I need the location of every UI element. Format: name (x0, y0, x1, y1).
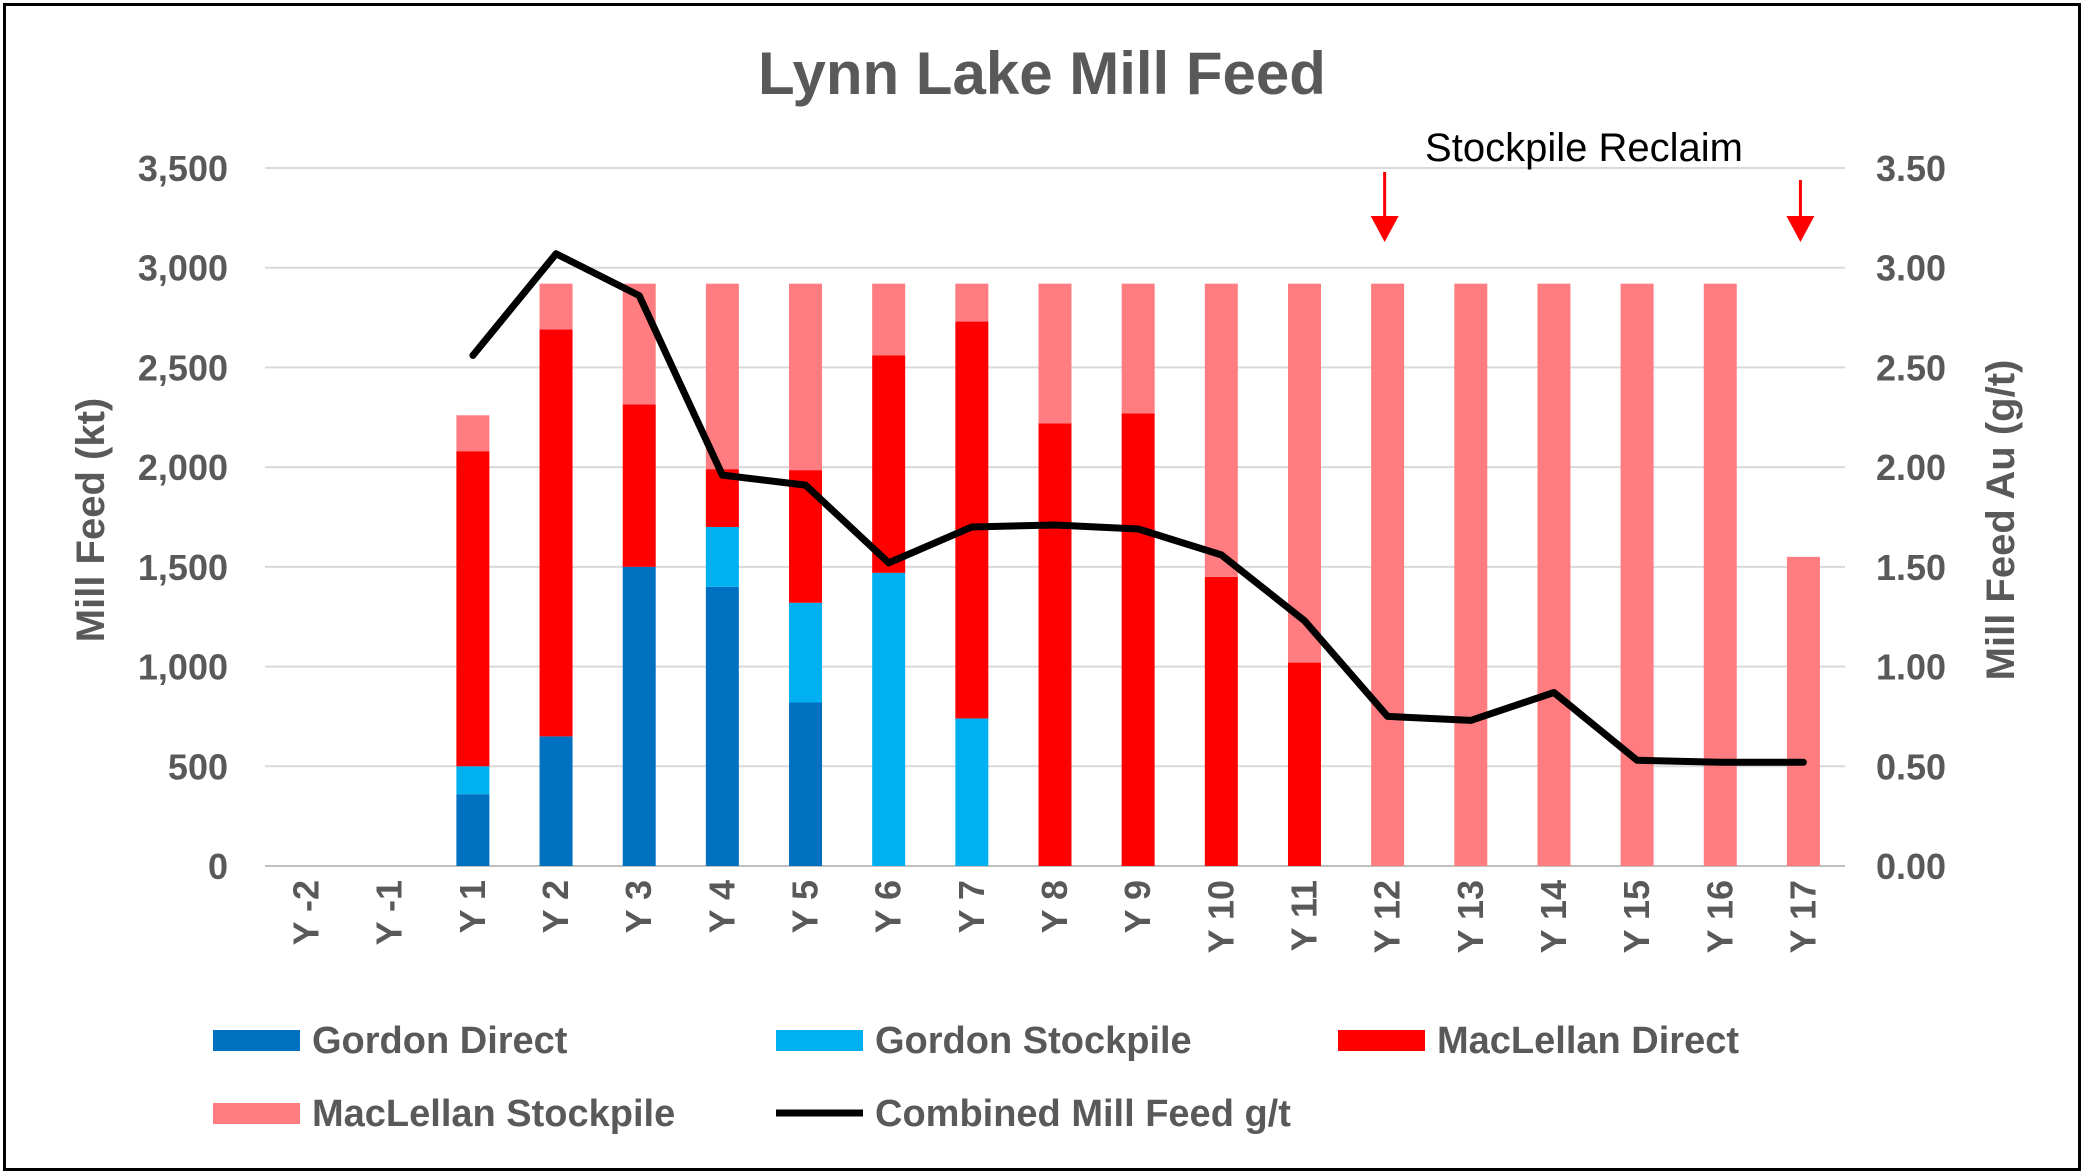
legend-label: MacLellan Stockpile (312, 1093, 675, 1135)
bar-segment (539, 283, 573, 330)
bar-segment (1786, 556, 1820, 866)
bar-segment (1703, 283, 1737, 866)
x-tick-label: Y -2 (286, 880, 327, 945)
bar-segment (1038, 423, 1072, 866)
x-tick-label: Y 1 (452, 880, 493, 933)
y-axis-label: Mill Feed (kt) (69, 398, 113, 642)
legend-swatch (213, 1030, 300, 1051)
y2-tick-label: 2.50 (1876, 347, 1946, 388)
x-tick-label: Y 12 (1367, 880, 1408, 953)
axes: 0 500 1,000 1,500 2,000 2,500 3,000 3,500 0.00 0.… (138, 148, 1946, 953)
bar-segment (789, 702, 823, 866)
legend: Gordon Direct Gordon Stockpile MacLellan D… (213, 1020, 1739, 1135)
x-tick-label: Y 13 (1450, 880, 1491, 953)
bar-segment (705, 526, 739, 587)
bar-segment (1204, 576, 1238, 866)
x-tick-label: Y 10 (1200, 880, 1241, 953)
bar-segment (872, 283, 906, 356)
y2-tick-label: 3.50 (1876, 148, 1946, 189)
legend-label: MacLellan Direct (1437, 1020, 1739, 1062)
y-tick-label: 1,000 (138, 647, 228, 688)
bar-segment (955, 321, 989, 719)
bar-segment (789, 602, 823, 703)
bar-segment (456, 766, 490, 795)
chart-title: Lynn Lake Mill Feed (758, 40, 1326, 107)
line-series (469, 250, 1807, 766)
bar-segment (705, 283, 739, 470)
bar-segment (789, 283, 823, 471)
x-tick-label: Y 11 (1283, 880, 1324, 951)
y-tick-label: 2,000 (138, 447, 228, 488)
y-tick-label: 3,000 (138, 248, 228, 289)
bar-segment (872, 355, 906, 573)
bar-segment (955, 283, 989, 322)
bar-segment (539, 736, 573, 866)
x-tick-label: Y 3 (618, 880, 659, 933)
x-tick-label: Y 9 (1117, 880, 1158, 933)
bar-segment (1121, 283, 1155, 414)
bar-segment (1620, 283, 1654, 866)
bar-segment (456, 794, 490, 866)
x-tick-label: Y 7 (951, 880, 992, 933)
legend-label: Combined Mill Feed g/t (875, 1093, 1291, 1135)
annotation-label: Stockpile Reclaim (1425, 126, 1743, 170)
y-tick-label: 3,500 (138, 148, 228, 189)
bar-segment (789, 470, 823, 603)
x-tick-label: Y 17 (1782, 880, 1823, 953)
x-tick-label: Y 16 (1699, 880, 1740, 953)
legend-label: Gordon Stockpile (875, 1020, 1192, 1062)
bar-segment (955, 718, 989, 866)
x-tick-label: Y 2 (535, 880, 576, 933)
y-tick-label: 500 (168, 746, 228, 787)
bar-segment (1371, 283, 1405, 866)
x-tick-label: Y 15 (1616, 880, 1657, 953)
y2-tick-label: 0.00 (1876, 846, 1946, 887)
reclaim-arrow-head (1786, 216, 1815, 242)
bar-segment (705, 586, 739, 866)
bar-segment (622, 566, 656, 866)
bar-segment (622, 404, 656, 567)
bar-segment (456, 415, 490, 452)
x-tick-label: Y 6 (868, 880, 909, 933)
bar-segment (456, 451, 490, 767)
y2-tick-label: 2.00 (1876, 447, 1946, 488)
legend-label: Gordon Direct (312, 1020, 568, 1062)
y2-tick-label: 1.00 (1876, 647, 1946, 688)
legend-swatch (1338, 1030, 1425, 1051)
bar-segment (872, 572, 906, 866)
y2-tick-label: 1.50 (1876, 547, 1946, 588)
x-tick-label: Y 4 (701, 880, 742, 933)
bar-segment (1287, 283, 1321, 663)
y-tick-label: 1,500 (138, 547, 228, 588)
y2-tick-label: 3.00 (1876, 248, 1946, 289)
bar-segment (1454, 283, 1488, 866)
legend-swatch (213, 1103, 300, 1124)
y-tick-label: 0 (208, 846, 228, 887)
y2-tick-label: 0.50 (1876, 746, 1946, 787)
stockpile-reclaim-annotation: Stockpile Reclaim (1370, 126, 1815, 242)
combined-mill-feed-line (469, 250, 1807, 766)
legend-swatch (776, 1030, 863, 1051)
bar-segment (1204, 283, 1238, 577)
x-tick-label: Y 14 (1533, 880, 1574, 953)
y2-axis-label: Mill Feed Au (g/t) (1979, 360, 2023, 681)
bar-segment (539, 329, 573, 737)
x-tick-label: Y 5 (785, 880, 826, 933)
x-tick-label: Y -1 (369, 880, 410, 945)
bar-series (456, 283, 1820, 866)
bar-segment (1287, 662, 1321, 866)
x-tick-label: Y 8 (1034, 880, 1075, 933)
y-tick-label: 2,500 (138, 347, 228, 388)
bar-segment (1537, 283, 1571, 866)
bar-segment (1038, 283, 1072, 424)
bar-segment (1121, 413, 1155, 866)
reclaim-arrow-head (1370, 216, 1399, 242)
